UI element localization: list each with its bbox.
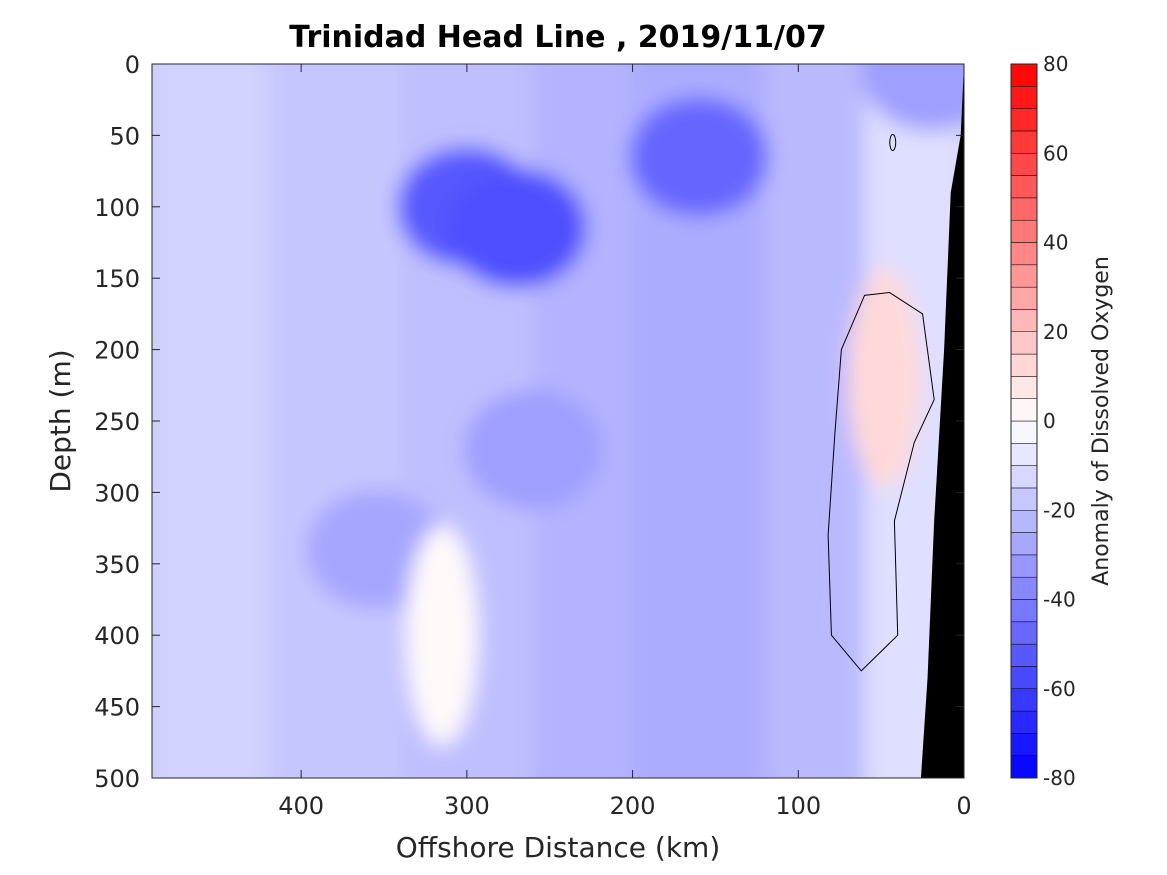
- colorbar: [1010, 63, 1038, 779]
- colorbar-swatch: [1010, 376, 1038, 399]
- colorbar-tick-label: -20: [1043, 498, 1076, 522]
- colorbar-swatch: [1010, 688, 1038, 712]
- colorbar-swatch: [1010, 197, 1038, 221]
- colorbar-frame: [1010, 63, 1038, 779]
- zero-contour: [827, 291, 935, 672]
- y-tick-label: 250: [94, 408, 140, 436]
- field-band: [765, 64, 865, 778]
- colorbar-swatch: [1010, 153, 1038, 176]
- colorbar-tick-label: -60: [1043, 677, 1076, 701]
- field-feature: [446, 168, 587, 289]
- colorbar-tick-label: -80: [1043, 766, 1076, 790]
- zero-contour: [889, 134, 897, 152]
- field-feature: [406, 525, 478, 746]
- zero-contours: [827, 134, 935, 672]
- x-tick-label: 0: [956, 792, 971, 820]
- field-feature: [860, 64, 964, 132]
- x-tick-label: 100: [775, 792, 821, 820]
- colorbar-label: Anomaly of Dissolved Oxygen: [1089, 256, 1114, 586]
- colorbar-swatch: [1010, 755, 1038, 779]
- colorbar-ticks: 80 60 40 20 0 -20 -40 -60 -80: [1043, 52, 1076, 790]
- colorbar-swatch: [1010, 242, 1038, 266]
- colorbar-swatch: [1010, 443, 1038, 466]
- x-axis: 400 300 200 100 0: [278, 64, 972, 820]
- colorbar-tick-label: 40: [1043, 231, 1068, 255]
- plot-area: [152, 64, 964, 778]
- colorbar-swatch: [1010, 666, 1038, 689]
- x-tick-label: 300: [444, 792, 490, 820]
- y-axis-label: Depth (m): [44, 349, 77, 492]
- land-mask: [920, 64, 964, 778]
- colorbar-swatch: [1010, 130, 1038, 154]
- colorbar-tick-label: 60: [1043, 141, 1068, 165]
- field-feature: [463, 389, 604, 510]
- x-axis-label: Offshore Distance (km): [396, 831, 721, 864]
- chart-title: Trinidad Head Line , 2019/11/07: [289, 20, 826, 55]
- colorbar-swatch: [1010, 86, 1038, 109]
- colorbar-swatch: [1010, 63, 1038, 87]
- colorbar-tick-label: -40: [1043, 588, 1076, 612]
- colorbar-swatch: [1010, 264, 1038, 288]
- y-tick-label: 400: [94, 622, 140, 650]
- colorbar-swatch: [1010, 309, 1038, 332]
- colorbar-swatch: [1010, 465, 1038, 489]
- y-tick-label: 450: [94, 694, 140, 722]
- colorbar-tick-label: 20: [1043, 320, 1068, 344]
- field-feature: [628, 96, 769, 217]
- y-tick-label: 150: [94, 265, 140, 293]
- anomaly-field: [152, 64, 964, 778]
- x-tick-label: 400: [278, 792, 324, 820]
- field-feature: [305, 489, 446, 610]
- colorbar-swatch: [1010, 108, 1038, 132]
- colorbar-swatch: [1010, 219, 1038, 243]
- field-feature: [848, 268, 921, 489]
- colorbar-swatch: [1010, 510, 1038, 533]
- colorbar-tick-label: 80: [1043, 52, 1068, 76]
- y-tick-label: 350: [94, 551, 140, 579]
- colorbar-swatch: [1010, 286, 1038, 310]
- colorbar-swatch: [1010, 487, 1038, 511]
- colorbar-swatch: [1010, 554, 1038, 578]
- y-tick-label: 100: [94, 194, 140, 222]
- colorbar-swatch: [1010, 710, 1038, 734]
- y-tick-label: 50: [109, 122, 140, 150]
- colorbar-swatch: [1010, 175, 1038, 199]
- colorbar-swatch: [1010, 621, 1038, 645]
- x-tick-label: 200: [610, 792, 656, 820]
- colorbar-tick-label: 0: [1043, 409, 1056, 433]
- colorbar-swatch: [1010, 532, 1038, 556]
- colorbar-swatch: [1010, 576, 1038, 600]
- colorbar-swatch: [1010, 733, 1038, 756]
- colorbar-swatch: [1010, 353, 1038, 377]
- colorbar-swatch: [1010, 599, 1038, 623]
- colorbar-swatch: [1010, 398, 1038, 422]
- y-tick-label: 300: [94, 479, 140, 507]
- colorbar-swatch: [1010, 331, 1038, 355]
- y-tick-label: 0: [125, 51, 140, 79]
- colorbar-swatch: [1010, 643, 1038, 667]
- field-band: [152, 64, 268, 778]
- colorbar-swatch: [1010, 420, 1038, 444]
- y-tick-label: 200: [94, 337, 140, 365]
- field-band: [268, 64, 401, 778]
- y-axis: 0 50 100 150 200 250 300 350 400 450 500: [94, 51, 964, 793]
- y-tick-label: 500: [94, 765, 140, 793]
